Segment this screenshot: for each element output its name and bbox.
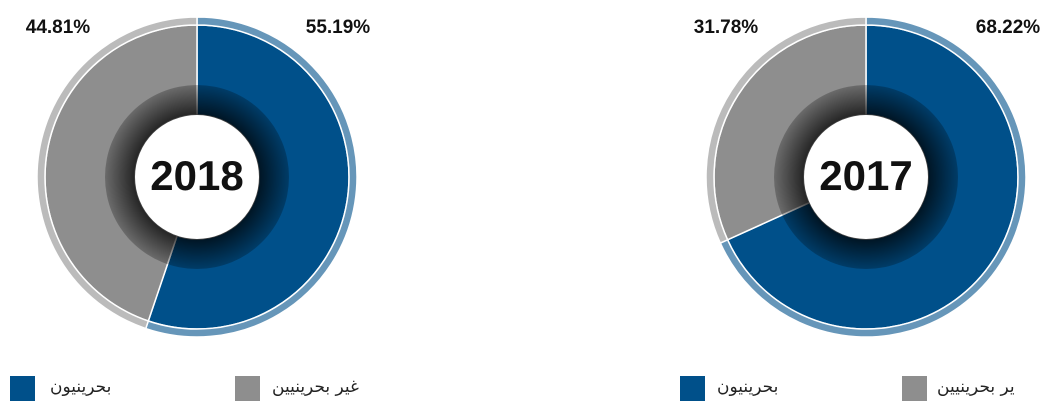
center-disc [804,115,928,239]
value-label: 44.81% [26,17,91,38]
value-label: 68.22% [976,17,1041,38]
chart-title: 2018 [150,152,243,199]
donut-rim [36,16,198,330]
donut-chart: 2017 68.22% 31.78% بحرينيون ير بحرينيين [680,16,1041,401]
donut-rim [705,16,867,245]
legend-label: بحرينيون [50,377,111,397]
donut-chart: 2018 55.19% 44.81% بحرينيون غير بحرينيين [10,16,371,401]
chart-title: 2017 [819,152,912,199]
center-disc [135,115,259,239]
legend-label: غير بحرينيين [272,377,359,397]
legend-label: ير بحرينيين [937,377,1015,397]
value-label: 31.78% [694,17,759,38]
legend-swatch [235,376,260,401]
value-label: 55.19% [306,17,371,38]
legend-label: بحرينيون [717,377,778,397]
legend-swatch [680,376,705,401]
legend-swatch [902,376,927,401]
legend-swatch [10,376,35,401]
